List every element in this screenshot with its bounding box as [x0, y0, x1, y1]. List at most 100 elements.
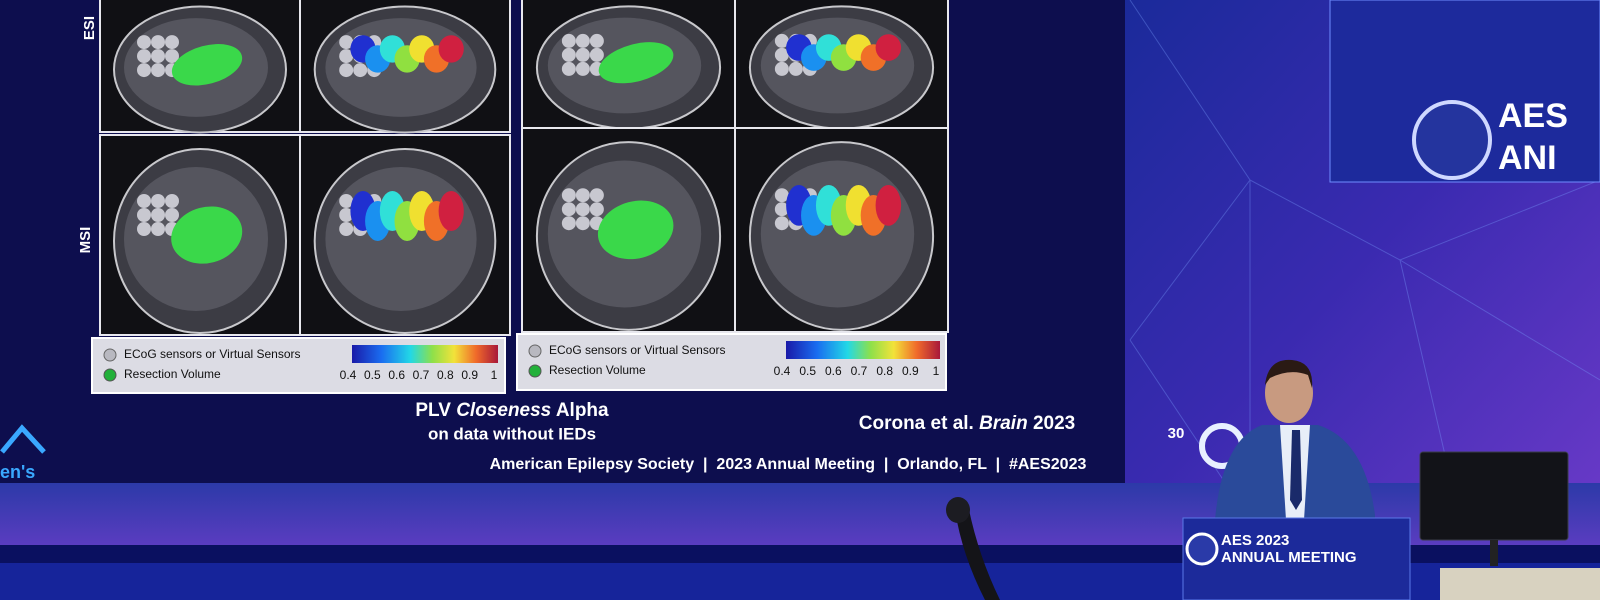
sensor-dot: [589, 202, 604, 217]
sensor-dot: [151, 35, 165, 50]
sensor-dot: [589, 47, 604, 62]
sensor-dot: [774, 188, 789, 203]
side-screen-line1: AES: [1498, 97, 1568, 135]
resection-volume: [171, 206, 243, 264]
sensor-dot: [165, 35, 179, 50]
microphone-head: [946, 497, 970, 523]
speaker: [1215, 359, 1375, 520]
monitor: [1419, 451, 1569, 541]
slide-number: 30: [1168, 425, 1185, 442]
legend-item: ECoG sensors or Virtual Sensors: [124, 347, 301, 361]
sensor-dot: [575, 202, 590, 217]
colorbar-tick-label: 0.4: [774, 364, 791, 378]
sensor-dot: [575, 47, 590, 62]
colorbar-tick-label: 1: [491, 368, 498, 382]
sensor-dot: [151, 194, 165, 208]
sensor-dot: [561, 188, 576, 203]
podium-logo: [1185, 532, 1219, 566]
logo-text: en's: [0, 462, 35, 482]
sensor-dot: [788, 61, 803, 76]
sensor-dot: [561, 47, 576, 62]
colorbar-tick-label: 0.6: [825, 364, 842, 378]
colorbar-tick-label: 0.5: [364, 368, 381, 382]
slide-subtitle: on data without IEDs: [428, 424, 596, 443]
microphone: [955, 505, 1000, 600]
row-label: ESI: [81, 16, 98, 40]
sensor-dot: [151, 49, 165, 64]
brain-tissue: [760, 160, 915, 308]
colorbar-tick-label: 1: [933, 364, 940, 378]
colorbar-tick-label: 0.5: [799, 364, 816, 378]
colorbar-tick-label: 0.7: [413, 368, 430, 382]
slide-footer: American Epilepsy Society | 2023 Annual …: [490, 456, 1087, 473]
sensor-dot: [589, 33, 604, 48]
legend-marker: [103, 368, 117, 382]
sensor-dot: [575, 33, 590, 48]
sensor-dot: [774, 216, 789, 231]
colorbar: [786, 341, 940, 359]
sensor-dot: [774, 33, 789, 48]
sensor-dot: [353, 63, 368, 78]
legend-marker: [528, 364, 542, 378]
podium-line2: ANNUAL MEETING: [1221, 549, 1357, 566]
figure-panels: ECoG sensors or Virtual Sensors Resection…: [91, 0, 949, 394]
sensor-dot: [339, 194, 354, 208]
sensor-dot: [137, 222, 151, 236]
activity-blob: [438, 191, 464, 231]
sensor-dot: [561, 61, 576, 76]
sensor-dot: [137, 35, 151, 50]
brain-logo: [1412, 100, 1492, 180]
sensor-dot: [589, 188, 604, 203]
colorbar-tick-label: 0.6: [388, 368, 405, 382]
sensor-dot: [561, 202, 576, 217]
legend-marker: [528, 344, 542, 358]
activity-blob: [875, 185, 902, 226]
geometric-pattern: [1129, 0, 1600, 521]
logo-mark: [0, 424, 46, 454]
sensor-dot: [165, 208, 179, 222]
sensor-dot: [151, 208, 165, 222]
legend-item: Resection Volume: [549, 363, 646, 377]
activity-blob: [875, 34, 902, 61]
sensor-dot: [137, 194, 151, 208]
sensor-dot: [137, 49, 151, 64]
sensor-dot: [165, 49, 179, 64]
sensor-dot: [165, 194, 179, 208]
resection-volume: [598, 42, 674, 84]
colorbar-tick-label: 0.8: [876, 364, 893, 378]
sensor-dot: [575, 216, 590, 231]
podium: [1182, 517, 1411, 600]
sensor-dot: [339, 35, 354, 50]
sensor-dot: [151, 63, 165, 78]
legend-item: Resection Volume: [124, 367, 221, 381]
sensor-dot: [561, 216, 576, 231]
podium-line1: AES 2023: [1221, 532, 1289, 549]
colorbar-tick-label: 0.7: [851, 364, 868, 378]
citation: Corona et al. Brain 2023: [859, 413, 1076, 434]
side-screen-line2: ANI: [1498, 139, 1557, 177]
sensor-dot: [575, 61, 590, 76]
sensor-dot: [339, 63, 354, 78]
row-label: MSI: [77, 227, 94, 254]
colorbar-tick-label: 0.9: [461, 368, 478, 382]
sensor-dot: [137, 63, 151, 78]
sensor-dot: [575, 188, 590, 203]
sensor-dot: [339, 49, 354, 64]
table: [1440, 568, 1600, 600]
sensor-dot: [774, 61, 789, 76]
brain-tissue: [325, 167, 477, 311]
activity-blob: [438, 35, 464, 63]
colorbar-tick-label: 0.8: [437, 368, 454, 382]
resection-volume: [597, 200, 674, 260]
sensor-dot: [774, 47, 789, 62]
colorbar-tick-label: 0.9: [902, 364, 919, 378]
monitor-stand: [1490, 540, 1498, 566]
sensor-dot: [561, 33, 576, 48]
sensor-dot: [137, 208, 151, 222]
sensor-dot: [774, 202, 789, 217]
sensor-dot: [151, 222, 165, 236]
sensor-dot: [339, 208, 354, 222]
legend-marker: [103, 348, 117, 362]
